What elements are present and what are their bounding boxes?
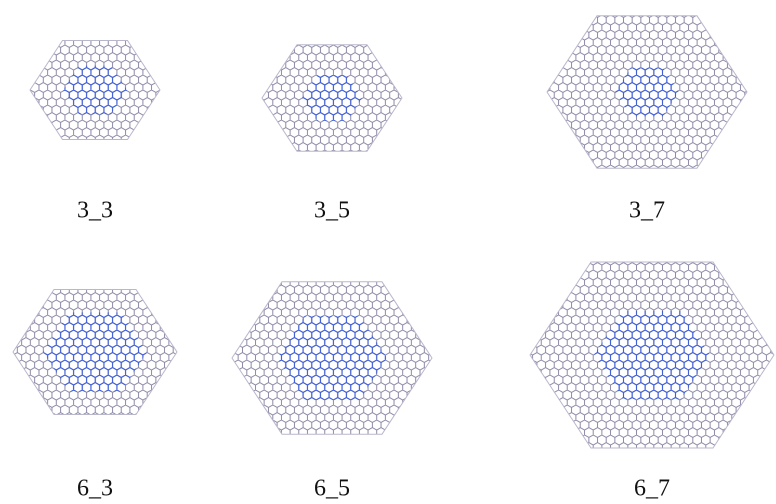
lattice-core (594, 310, 710, 400)
lattice-core (277, 316, 387, 400)
lattice-core (43, 312, 147, 392)
panel-label: 3_3 (77, 198, 113, 224)
lattice-core (63, 65, 127, 115)
panel-label: 6_5 (314, 476, 350, 502)
panel-label: 3_7 (629, 198, 665, 224)
panel-label: 6_7 (634, 476, 670, 502)
panel-label: 6_3 (77, 476, 113, 502)
lattice-core (615, 67, 679, 117)
lattice-core (302, 75, 362, 121)
panel-label: 3_5 (314, 198, 350, 224)
